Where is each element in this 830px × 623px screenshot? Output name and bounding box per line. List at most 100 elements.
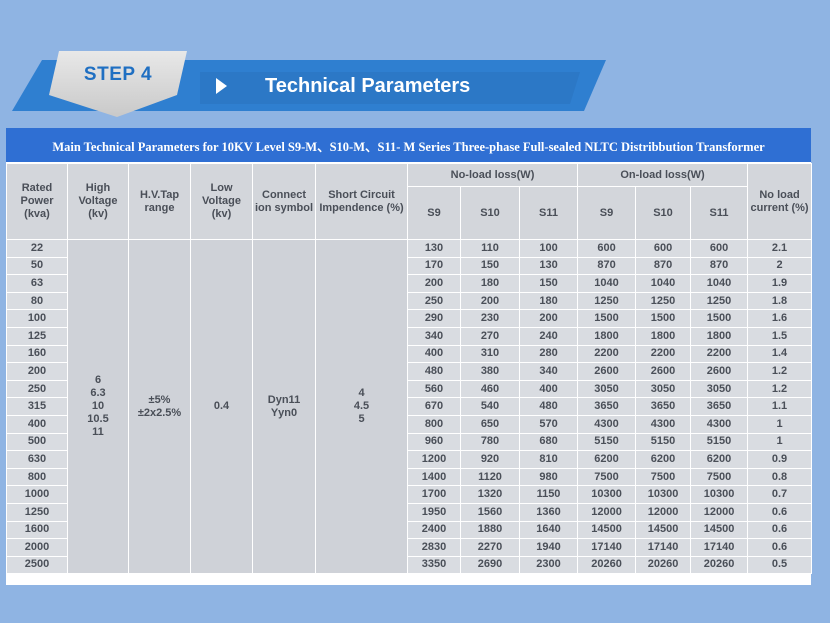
header-on-load-loss: On-load loss(W) <box>577 163 749 187</box>
cell-nl-s9: 2830 <box>407 538 461 557</box>
cell-ol-s11: 1040 <box>690 274 749 293</box>
cell-ol-s10: 17140 <box>635 538 692 557</box>
cell-current: 0.6 <box>747 502 813 522</box>
cell-ol-s10: 1250 <box>635 291 692 311</box>
header-impedance: Short Circuit Impendence (%) <box>315 163 408 240</box>
cell-ol-s9: 3650 <box>577 397 637 416</box>
cell-ol-s11: 7500 <box>690 467 749 487</box>
cell-nl-s10: 460 <box>460 379 520 399</box>
header-nl-s9: S9 <box>407 186 461 240</box>
cell-current: 1.9 <box>747 274 813 293</box>
cell-ol-s10: 4300 <box>635 414 692 434</box>
cell-nl-s9: 1400 <box>407 467 461 487</box>
cell-nl-s11: 150 <box>518 274 579 293</box>
cell-nl-s9: 2400 <box>407 520 461 540</box>
cell-nl-s9: 200 <box>407 274 461 293</box>
cell-ol-s9: 2600 <box>577 362 637 381</box>
cell-nl-s11: 570 <box>518 414 579 434</box>
cell-ol-s11: 1250 <box>690 291 749 311</box>
cell-nl-s10: 780 <box>460 432 520 452</box>
cell-nl-s11: 1360 <box>518 502 579 522</box>
cell-nl-s9: 3350 <box>407 555 461 575</box>
cell-nl-s10: 200 <box>460 291 520 311</box>
merged-high-voltage: 6 6.3 10 10.5 11 <box>67 238 129 575</box>
cell-ol-s10: 6200 <box>635 450 692 469</box>
cell-rated-power: 500 <box>6 432 68 452</box>
table-row: 2500 3350 2690 2300 20260 20260 20260 0.5 <box>6 555 813 575</box>
cell-current: 0.6 <box>747 538 813 557</box>
cell-nl-s9: 290 <box>407 309 461 328</box>
cell-nl-s11: 1940 <box>518 538 579 557</box>
cell-current: 1.5 <box>747 326 813 346</box>
cell-nl-s9: 340 <box>407 326 461 346</box>
cell-nl-s10: 920 <box>460 450 520 469</box>
table-row: 400 800 650 570 4300 4300 4300 1 <box>6 414 813 434</box>
cell-current: 1.2 <box>747 379 813 399</box>
merged-impedance: 4 4.5 5 <box>315 238 408 575</box>
cell-nl-s10: 270 <box>460 326 520 346</box>
cell-nl-s11: 340 <box>518 362 579 381</box>
table-row: 22 6 6.3 10 10.5 11 ±5% ±2x2.5% 0.4 Dyn11 Yy… <box>6 238 813 575</box>
table-row: 2000 2830 2270 1940 17140 17140 17140 0.6 <box>6 538 813 557</box>
cell-nl-s10: 1120 <box>460 467 520 487</box>
cell-nl-s10: 2690 <box>460 555 520 575</box>
cell-nl-s11: 400 <box>518 379 579 399</box>
cell-nl-s9: 480 <box>407 362 461 381</box>
table-caption: Main Technical Parameters for 10KV Level… <box>6 128 811 162</box>
cell-ol-s9: 6200 <box>577 450 637 469</box>
table-row: 1250 1950 1560 1360 12000 12000 12000 0.6 <box>6 502 813 522</box>
cell-nl-s9: 1200 <box>407 450 461 469</box>
cell-ol-s11: 5150 <box>690 432 749 452</box>
cell-ol-s11: 12000 <box>690 502 749 522</box>
cell-current: 1.4 <box>747 344 813 364</box>
cell-ol-s9: 1250 <box>577 291 637 311</box>
cell-nl-s11: 200 <box>518 309 579 328</box>
cell-rated-power: 22 <box>6 239 68 258</box>
table-row: 200 480 380 340 2600 2600 2600 1.2 <box>6 362 813 381</box>
cell-ol-s9: 7500 <box>577 467 637 487</box>
table-row: 1000 1700 1320 1150 10300 10300 10300 0.7 <box>6 485 813 504</box>
cell-nl-s10: 180 <box>460 274 520 293</box>
cell-nl-s11: 480 <box>518 397 579 416</box>
cell-nl-s9: 130 <box>407 239 461 258</box>
cell-nl-s11: 180 <box>518 291 579 311</box>
header-ol-s9: S9 <box>577 186 637 240</box>
cell-ol-s10: 7500 <box>635 467 692 487</box>
cell-ol-s11: 3650 <box>690 397 749 416</box>
cell-ol-s11: 2200 <box>690 344 749 364</box>
cell-rated-power: 100 <box>6 309 68 328</box>
header-no-load-loss: No-load loss(W) <box>406 163 579 187</box>
cell-ol-s9: 4300 <box>577 414 637 434</box>
cell-ol-s11: 2600 <box>690 362 749 381</box>
merged-impedance-text: 4 4.5 5 <box>353 387 370 426</box>
cell-current: 1.1 <box>747 397 813 416</box>
parameters-table: Rated Power (kva) High Voltage (kv) H.V.… <box>6 163 813 575</box>
merged-hv-tap: ±5% ±2x2.5% <box>128 238 191 575</box>
header-ol-s11: S11 <box>690 186 749 240</box>
cell-rated-power: 630 <box>6 450 68 469</box>
cell-rated-power: 50 <box>6 256 68 276</box>
cell-rated-power: 80 <box>6 291 68 311</box>
cell-nl-s10: 650 <box>460 414 520 434</box>
table-row: 630 1200 920 810 6200 6200 6200 0.9 <box>6 450 813 469</box>
cell-current: 1.6 <box>747 309 813 328</box>
table-row: 1600 2400 1880 1640 14500 14500 14500 0.6 <box>6 520 813 540</box>
cell-rated-power: 125 <box>6 326 68 346</box>
cell-ol-s10: 14500 <box>635 520 692 540</box>
cell-ol-s9: 10300 <box>577 485 637 504</box>
cell-ol-s11: 1500 <box>690 309 749 328</box>
cell-ol-s11: 10300 <box>690 485 749 504</box>
cell-rated-power: 315 <box>6 397 68 416</box>
merged-connection: Dyn11 Yyn0 <box>252 238 316 575</box>
cell-current: 0.5 <box>747 555 813 575</box>
cell-nl-s9: 800 <box>407 414 461 434</box>
cell-ol-s10: 20260 <box>635 555 692 575</box>
header-high-voltage: High Voltage (kv) <box>67 163 129 240</box>
header-nl-s10: S10 <box>460 186 520 240</box>
merged-low-voltage-text: 0.4 <box>213 400 230 413</box>
cell-current: 0.6 <box>747 520 813 540</box>
play-arrow-icon <box>216 78 227 94</box>
cell-ol-s10: 870 <box>635 256 692 276</box>
cell-nl-s9: 670 <box>407 397 461 416</box>
cell-nl-s11: 810 <box>518 450 579 469</box>
